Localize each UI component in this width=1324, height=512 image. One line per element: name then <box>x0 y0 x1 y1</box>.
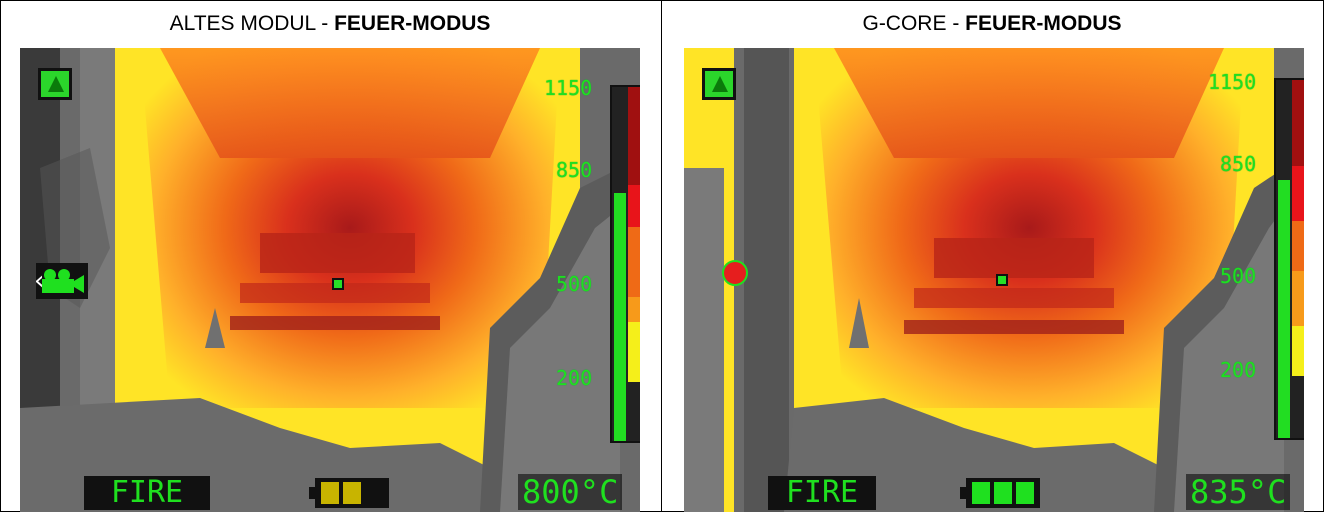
scale-segment-yellow <box>1292 326 1304 376</box>
thermal-image <box>20 48 640 512</box>
scale-label-1150: 1150 <box>1208 70 1257 94</box>
mode-indicator-icon <box>38 68 72 100</box>
chevron-left-icon[interactable]: ‹ <box>34 266 45 296</box>
scale-label-200: 200 <box>556 366 593 390</box>
caption-mode: FEUER-MODUS <box>965 12 1122 35</box>
battery-icon <box>960 478 1040 508</box>
scale-segment-darkred <box>1292 80 1304 166</box>
scale-segment-red <box>628 185 640 227</box>
thermal-screen: ‹ › 1150 850 500 200 FIRE 800°C <box>20 48 640 512</box>
scale-segment-red <box>1292 166 1304 221</box>
scale-segment-yellow <box>628 322 640 382</box>
caption-mode: FEUER-MODUS <box>334 12 491 35</box>
panel-g-core: G-CORE - FEUER-MODUS <box>662 0 1322 512</box>
panel-divider <box>661 0 662 512</box>
panel-caption: ALTES MODUL - FEUER-MODUS <box>0 0 660 48</box>
temperature-scale-bar <box>610 85 640 443</box>
caption-prefix: ALTES MODUL - <box>169 12 335 35</box>
panel-old-module: ALTES MODUL - FEUER-MODUS <box>0 0 660 512</box>
thermal-image <box>684 48 1304 512</box>
scale-level-bar <box>1278 180 1290 438</box>
scale-label-200: 200 <box>1220 358 1257 382</box>
caption-prefix: G-CORE - <box>862 12 966 35</box>
scale-label-850: 850 <box>556 158 593 182</box>
scale-label-500: 500 <box>556 272 593 296</box>
center-crosshair <box>332 278 344 290</box>
camera-icon <box>36 263 88 299</box>
battery-cell <box>343 482 361 504</box>
scale-segment-orange <box>1292 221 1304 271</box>
battery-icon <box>309 478 389 508</box>
scale-segment-lightorange <box>1292 271 1304 326</box>
mode-indicator-icon <box>702 68 736 100</box>
temperature-scale-bar <box>1274 78 1304 440</box>
thermal-screen: › 1150 850 500 200 FIRE 835°C <box>684 48 1304 512</box>
mode-label: FIRE <box>768 476 876 510</box>
mode-label: FIRE <box>84 476 210 510</box>
battery-cell <box>972 482 990 504</box>
battery-cell <box>321 482 339 504</box>
temperature-readout: 835°C <box>1186 474 1291 510</box>
scale-label-1150: 1150 <box>544 76 593 100</box>
scale-segment-lightorange <box>628 297 640 322</box>
panel-caption: G-CORE - FEUER-MODUS <box>662 0 1322 48</box>
scale-segment-orange <box>628 227 640 297</box>
center-crosshair <box>996 274 1008 286</box>
battery-cell <box>994 482 1012 504</box>
temperature-readout: 800°C <box>518 474 623 510</box>
battery-cell <box>1016 482 1034 504</box>
scale-label-850: 850 <box>1220 152 1257 176</box>
scale-level-bar <box>614 193 626 441</box>
record-dot-icon <box>722 260 748 286</box>
scale-label-500: 500 <box>1220 264 1257 288</box>
scale-segment-darkred <box>628 87 640 185</box>
battery-cell <box>365 482 383 504</box>
